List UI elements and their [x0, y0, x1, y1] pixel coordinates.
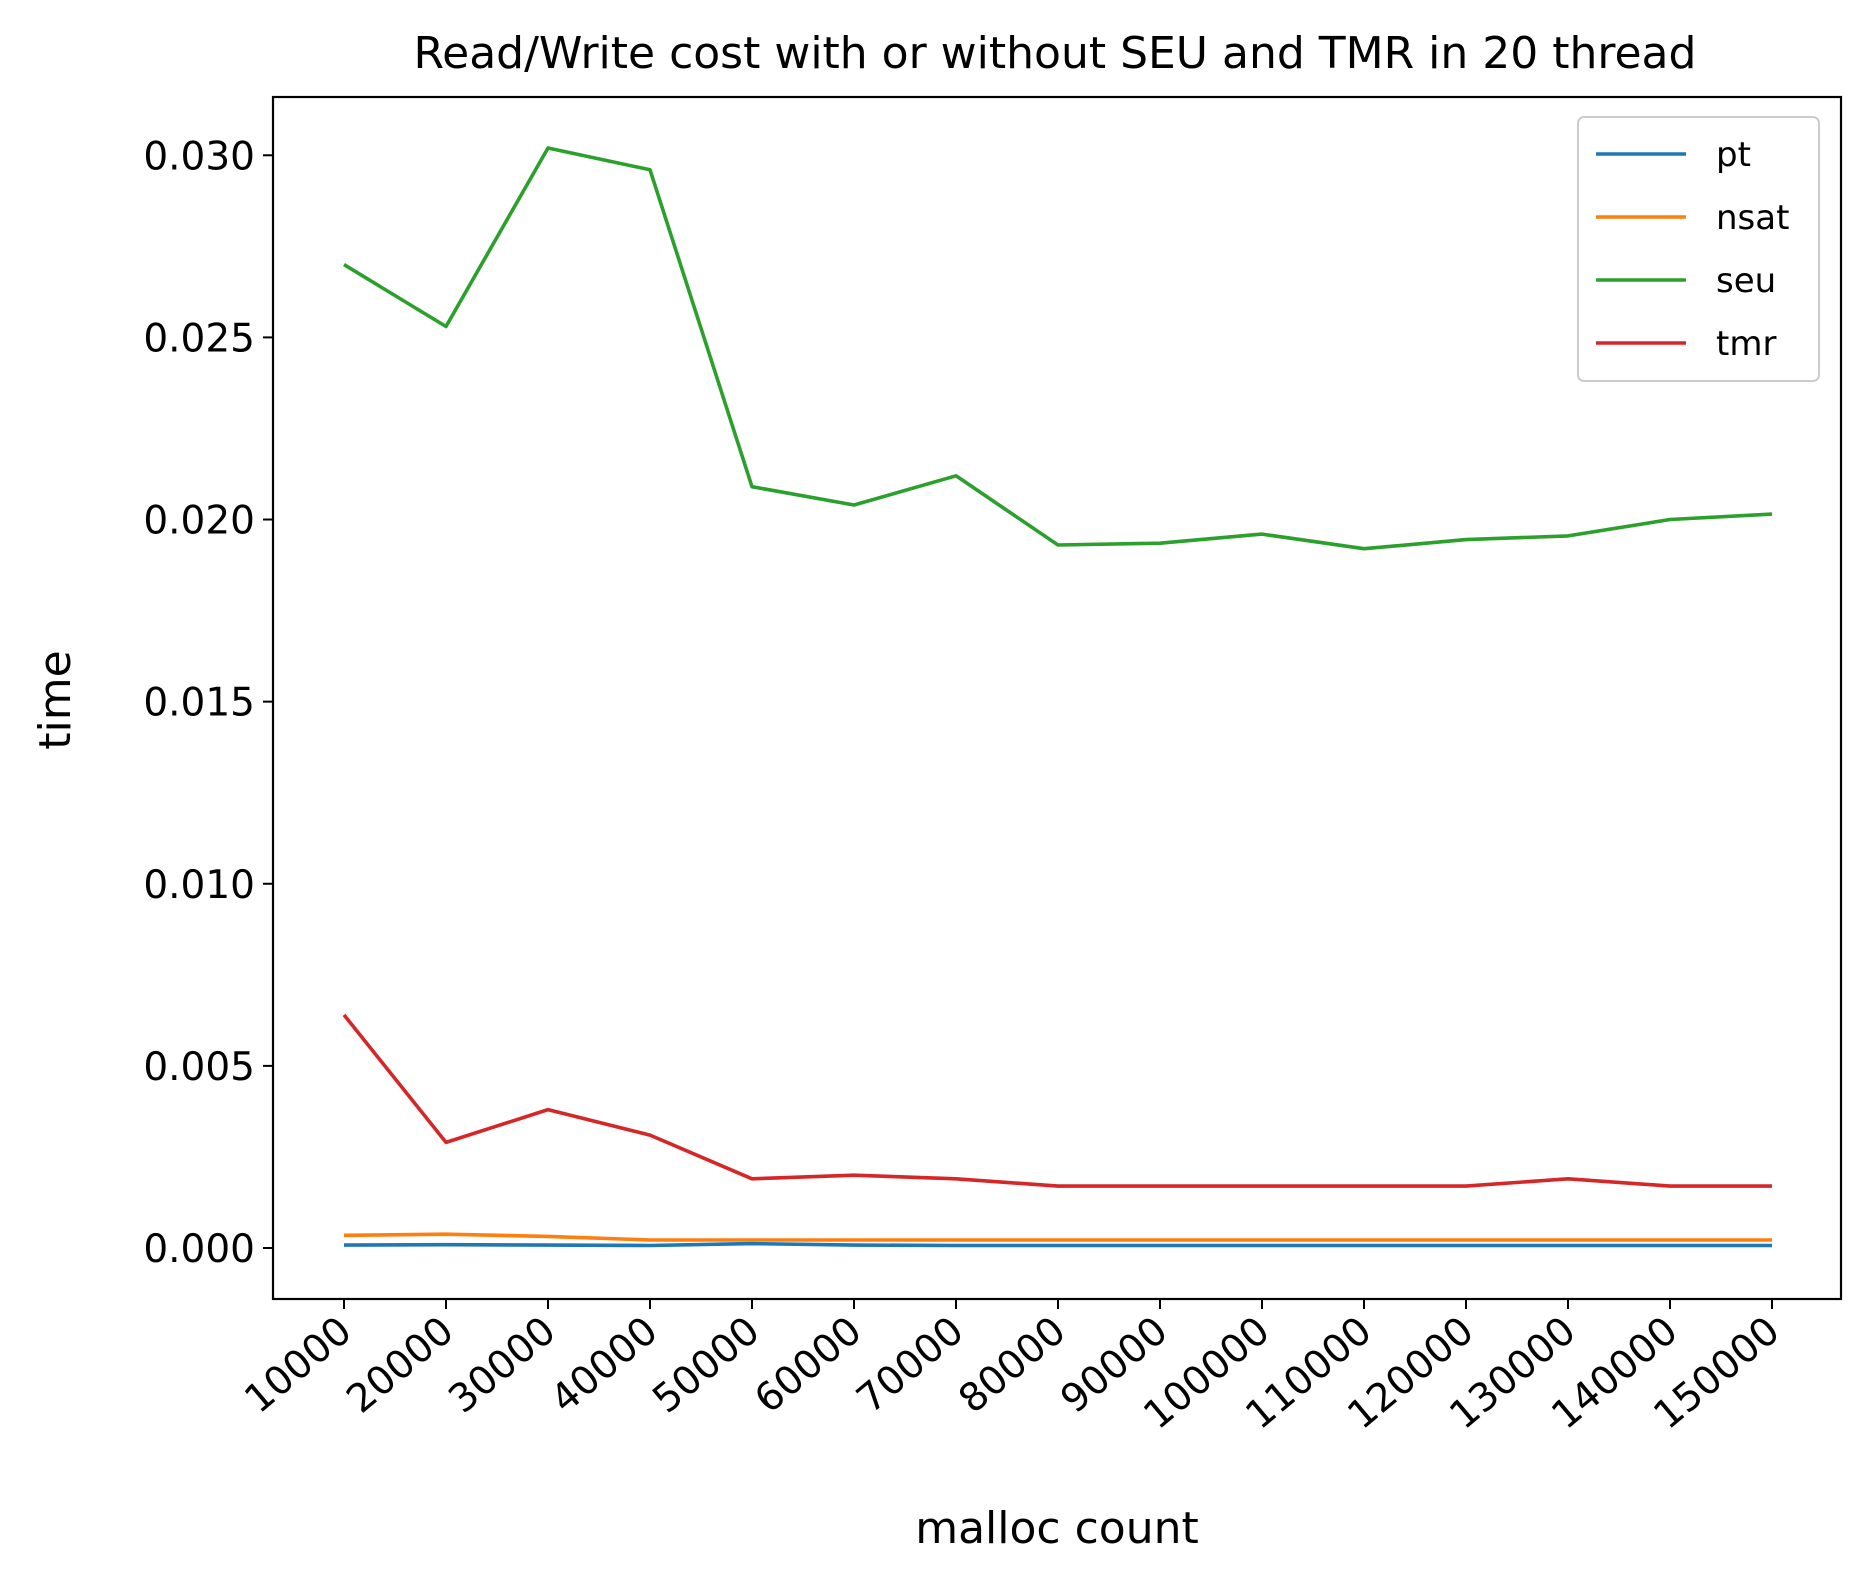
series-line-pt — [343, 1241, 1772, 1248]
series-lines — [342, 146, 1773, 1248]
x-tick-label: 50000 — [644, 1308, 768, 1422]
legend-box — [1577, 116, 1820, 382]
series-line-tmr — [342, 1013, 1772, 1188]
y-tick-label: 0.005 — [143, 1045, 255, 1090]
x-tick-label: 10000 — [236, 1308, 360, 1422]
legend-label-pt: pt — [1716, 135, 1751, 175]
legend-label-tmr: tmr — [1716, 324, 1776, 364]
x-tick-label: 20000 — [338, 1308, 462, 1422]
x-tick-label: 70000 — [848, 1308, 972, 1422]
y-tick-label: 0.025 — [143, 316, 255, 361]
x-axis-label: malloc count — [915, 1503, 1199, 1554]
x-tick-label: 40000 — [542, 1308, 666, 1422]
y-tick-label: 0.010 — [143, 863, 255, 908]
x-tick-label: 30000 — [440, 1308, 564, 1422]
x-tick-label: 60000 — [746, 1308, 870, 1422]
y-tick-label: 0.015 — [143, 681, 255, 726]
legend: pt nsat seu tmr — [1577, 116, 1820, 382]
y-tick-label: 0.020 — [143, 499, 255, 544]
y-axis: 0.000 0.005 0.010 0.015 0.020 0.025 0.030 — [143, 134, 273, 1272]
legend-label-seu: seu — [1716, 261, 1776, 301]
y-tick-label: 0.030 — [143, 134, 255, 179]
plot-frame — [271, 95, 1843, 1301]
chart-title: Read/Write cost with or without SEU and … — [414, 28, 1697, 79]
y-tick-label: 0.000 — [143, 1227, 255, 1272]
x-tick-label: 80000 — [950, 1308, 1074, 1422]
legend-label-nsat: nsat — [1716, 198, 1789, 238]
series-line-nsat — [343, 1232, 1772, 1242]
x-axis: 1000020000300004000050000600007000080000… — [236, 1299, 1788, 1438]
series-line-seu — [343, 146, 1773, 551]
y-axis-label: time — [30, 650, 81, 749]
